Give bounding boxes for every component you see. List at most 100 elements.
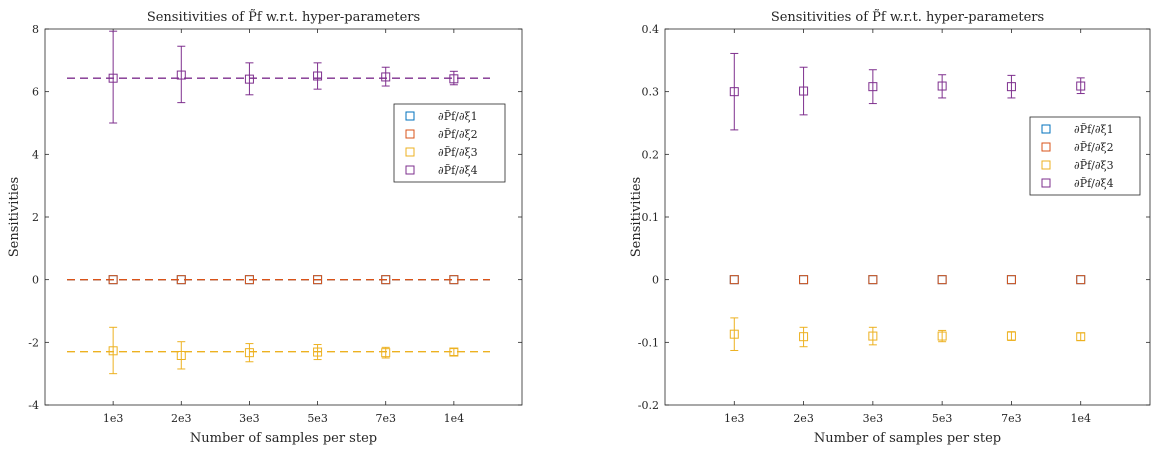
data-point-marker xyxy=(176,350,186,360)
data-point-marker xyxy=(868,82,878,92)
data-point-marker xyxy=(381,348,391,358)
series-3 xyxy=(67,326,490,375)
y-tick-label: 0 xyxy=(652,274,659,287)
legend-marker xyxy=(1041,160,1051,170)
x-tick-label: 5e3 xyxy=(307,412,328,425)
data-point-marker xyxy=(176,275,186,285)
x-tick-label: 3e3 xyxy=(863,412,884,425)
data-point-marker xyxy=(449,74,459,84)
data-point-marker xyxy=(868,331,878,341)
x-axis-label: Number of samples per step xyxy=(190,431,377,446)
data-point-marker xyxy=(313,71,323,81)
data-point-marker xyxy=(799,275,809,285)
x-axis-label: Number of samples per step xyxy=(814,431,1001,446)
legend-entry-label: ∂P̃f/∂ξ4 xyxy=(438,164,478,177)
legend-box xyxy=(393,103,506,183)
series-2 xyxy=(67,275,490,285)
y-axis-label: Sensitivities xyxy=(629,177,644,257)
data-point-marker xyxy=(937,331,947,341)
legend-marker xyxy=(1041,124,1051,134)
data-point-marker xyxy=(729,275,739,285)
legend-entry-label: ∂P̃f/∂ξ3 xyxy=(1074,159,1114,172)
y-tick-label: 0 xyxy=(32,274,39,287)
y-tick-label: -4 xyxy=(28,399,39,412)
data-point-marker xyxy=(313,275,323,285)
data-point-marker xyxy=(729,87,739,97)
legend: ∂P̃f/∂ξ1 ∂P̃f/∂ξ2 ∂P̃f/∂ξ3 ∂P̃f/∂ξ4 xyxy=(1029,116,1141,196)
data-point-marker xyxy=(108,346,118,356)
x-tick-label: 3e3 xyxy=(239,412,260,425)
data-point-marker xyxy=(381,72,391,82)
y-tick-label: -0.1 xyxy=(638,336,659,349)
chart-title: Sensitivities of P̃f w.r.t. hyper-parame… xyxy=(771,9,1044,25)
y-tick-label: 0.4 xyxy=(642,23,660,36)
series-4 xyxy=(67,30,490,124)
data-point-marker xyxy=(937,81,947,91)
data-point-marker xyxy=(108,73,118,83)
y-tick-label: -2 xyxy=(28,336,39,349)
y-axis-label: Sensitivities xyxy=(7,177,22,257)
legend-marker xyxy=(405,111,415,121)
y-tick-label: 8 xyxy=(32,23,39,36)
data-point-marker xyxy=(244,74,254,84)
legend-entry-label: ∂P̃f/∂ξ2 xyxy=(1074,141,1114,154)
x-tick-label: 2e3 xyxy=(793,412,814,425)
y-tick-label: -0.2 xyxy=(638,399,659,412)
legend-entry-label: ∂P̃f/∂ξ1 xyxy=(1074,123,1114,136)
legend-marker xyxy=(405,129,415,139)
legend-marker xyxy=(1041,142,1051,152)
legend-marker xyxy=(405,147,415,157)
x-tick-label: 1e3 xyxy=(103,412,124,425)
x-tick-label: 7e3 xyxy=(375,412,396,425)
axes-frame xyxy=(664,28,1151,406)
data-point-marker xyxy=(799,332,809,342)
data-point-marker xyxy=(729,275,739,285)
data-point-marker xyxy=(381,275,391,285)
data-point-marker xyxy=(937,275,947,285)
data-point-marker xyxy=(1076,332,1086,342)
y-tick-label: 2 xyxy=(32,211,39,224)
y-tick-label: 4 xyxy=(32,148,39,161)
series-4 xyxy=(729,52,1086,131)
data-point-marker xyxy=(937,275,947,285)
data-point-marker xyxy=(176,70,186,80)
data-point-marker xyxy=(799,86,809,96)
x-tick-label: 7e3 xyxy=(1001,412,1022,425)
legend-entry-label: ∂P̃f/∂ξ4 xyxy=(1074,177,1114,190)
chart-title: Sensitivities of P̃f w.r.t. hyper-parame… xyxy=(147,9,420,25)
y-tick-label: 0.1 xyxy=(642,211,660,224)
y-tick-label: 6 xyxy=(32,86,39,99)
data-point-marker xyxy=(1006,82,1016,92)
chart-panel-2: -0.2 -0.1 0 0.1 0.2 0.3 0.4 1e3 2e3 3e3 5e3 7e3 1e4 S… xyxy=(629,9,1151,446)
chart-panel-1: -4 -2 0 2 4 6 8 1e3 2e3 3e3 5e3 7e3 1e4 Sensitivities… xyxy=(7,9,523,446)
data-point-marker xyxy=(108,275,118,285)
data-point-marker xyxy=(1076,275,1086,285)
data-point-marker xyxy=(449,275,459,285)
series-1 xyxy=(729,275,1086,285)
data-point-marker xyxy=(868,275,878,285)
data-point-marker xyxy=(1006,331,1016,341)
x-tick-label: 1e4 xyxy=(1070,412,1091,425)
data-point-marker xyxy=(244,275,254,285)
data-point-marker xyxy=(313,347,323,357)
legend-entry-label: ∂P̃f/∂ξ3 xyxy=(438,146,478,159)
legend-entry-label: ∂P̃f/∂ξ2 xyxy=(438,128,478,141)
data-point-marker xyxy=(1076,275,1086,285)
x-tick-label: 1e3 xyxy=(724,412,745,425)
data-point-marker xyxy=(1076,81,1086,91)
data-point-marker xyxy=(1006,275,1016,285)
legend-box xyxy=(1029,116,1141,196)
x-tick-label: 2e3 xyxy=(171,412,192,425)
data-point-marker xyxy=(729,329,739,339)
series-2 xyxy=(729,275,1086,285)
x-tick-label: 1e4 xyxy=(444,412,465,425)
y-tick-label: 0.3 xyxy=(642,86,660,99)
legend-marker xyxy=(405,165,415,175)
data-point-marker xyxy=(868,275,878,285)
x-tick-label: 5e3 xyxy=(932,412,953,425)
legend: ∂P̃f/∂ξ1 ∂P̃f/∂ξ2 ∂P̃f/∂ξ3 ∂P̃f/∂ξ4 xyxy=(393,103,506,183)
legend-entry-label: ∂P̃f/∂ξ1 xyxy=(438,110,478,123)
data-point-marker xyxy=(799,275,809,285)
legend-marker xyxy=(1041,178,1051,188)
data-point-marker xyxy=(244,348,254,358)
